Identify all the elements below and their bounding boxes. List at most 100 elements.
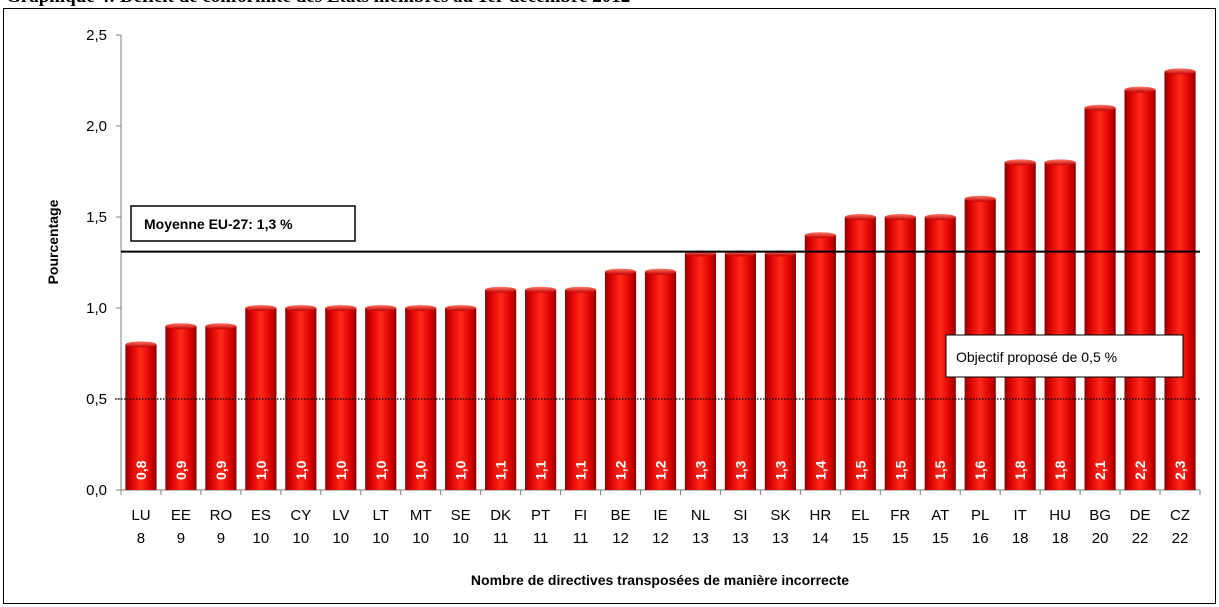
bar-cap bbox=[804, 232, 836, 239]
y-tick-label: 0,0 bbox=[86, 482, 107, 499]
x-tick-label: RO bbox=[210, 507, 233, 524]
bar-si bbox=[724, 253, 757, 490]
x-tick-label: AT bbox=[931, 507, 949, 524]
x-tick-label: HR bbox=[810, 507, 832, 524]
chart-bars bbox=[125, 68, 1196, 491]
bar-cap bbox=[205, 323, 237, 330]
x-count-label: 13 bbox=[732, 530, 749, 547]
x-tick-label: FR bbox=[890, 507, 910, 524]
bar-pt bbox=[525, 289, 557, 490]
x-count-label: 11 bbox=[573, 530, 589, 547]
data-label: 1,2 bbox=[613, 460, 629, 480]
y-tick-label: 1,0 bbox=[86, 300, 107, 317]
bar-cap bbox=[964, 195, 996, 202]
bar-de bbox=[1124, 89, 1156, 490]
target-annotation-box bbox=[945, 334, 1184, 378]
data-label: 1,6 bbox=[972, 460, 988, 480]
bar-cap bbox=[365, 305, 397, 311]
data-label: 1,0 bbox=[253, 460, 269, 480]
bar-cap bbox=[165, 323, 197, 330]
x-tick-label: LT bbox=[373, 507, 389, 524]
bar-cap bbox=[285, 305, 317, 311]
x-count-label: 15 bbox=[892, 530, 909, 547]
average-annotation: Moyenne EU-27: 1,3 % bbox=[144, 216, 293, 232]
x-count-label: 16 bbox=[972, 530, 989, 547]
bar-cap bbox=[644, 268, 677, 275]
y-tick-label: 2,0 bbox=[86, 118, 107, 135]
x-count-label: 9 bbox=[177, 530, 185, 547]
x-tick-label: IT bbox=[1013, 507, 1026, 524]
bar-nl bbox=[684, 253, 717, 490]
bar-cap bbox=[245, 305, 277, 311]
chart-labels: 0,8 LU 8 0,9 EE 9 0,9 RO 9 1,0 ES 10 1,0 CY 10 1,0 LV 10 1… bbox=[45, 199, 1190, 588]
data-label: 1,3 bbox=[692, 460, 708, 480]
x-axis-title: Nombre de directives transposées de mani… bbox=[471, 572, 849, 588]
bar-cap bbox=[844, 214, 876, 220]
bar-fr bbox=[884, 217, 916, 490]
x-count-label: 15 bbox=[932, 530, 949, 547]
x-count-label: 12 bbox=[652, 530, 669, 547]
chart-title: Graphique 4: Déficit de conformité des É… bbox=[0, 0, 1219, 8]
x-tick-label: DE bbox=[1130, 507, 1151, 524]
bar-dk bbox=[485, 289, 517, 490]
x-count-label: 13 bbox=[772, 530, 789, 547]
x-count-label: 12 bbox=[612, 530, 629, 547]
page-title: Graphique 4: Déficit de conformité des É… bbox=[0, 0, 1219, 8]
data-label: 1,5 bbox=[892, 460, 908, 480]
bar-cap bbox=[1164, 68, 1196, 75]
data-label: 1,3 bbox=[772, 460, 788, 480]
x-count-label: 11 bbox=[533, 530, 549, 547]
y-tick-label: 0,5 bbox=[86, 391, 107, 408]
data-label: 1,1 bbox=[573, 460, 589, 480]
target-annotation: Objectif proposé de 0,5 % bbox=[956, 349, 1117, 365]
data-label: 1,5 bbox=[852, 460, 868, 480]
x-count-label: 15 bbox=[852, 530, 869, 547]
data-label: 1,0 bbox=[293, 460, 309, 480]
data-label: 0,9 bbox=[213, 460, 229, 480]
data-label: 1,8 bbox=[1012, 460, 1028, 480]
bar-cap bbox=[564, 286, 597, 293]
x-tick-label: LV bbox=[332, 507, 349, 524]
average-annotation-box bbox=[130, 205, 356, 242]
x-tick-label: NL bbox=[691, 507, 710, 524]
x-tick-label: PT bbox=[531, 507, 550, 524]
bar-cap bbox=[1004, 159, 1036, 166]
bar-sk bbox=[764, 253, 796, 490]
x-count-label: 22 bbox=[1132, 530, 1149, 547]
x-tick-label: ES bbox=[251, 507, 271, 524]
x-count-label: 9 bbox=[217, 530, 225, 547]
bar-ie bbox=[644, 271, 677, 490]
bar-cap bbox=[924, 214, 956, 220]
reference-lines: Moyenne EU-27: 1,3 % Objectif proposé de … bbox=[115, 205, 1200, 400]
bar-lu bbox=[125, 344, 157, 490]
bar-ro bbox=[205, 326, 237, 490]
x-count-label: 18 bbox=[1052, 530, 1069, 547]
bar-hr bbox=[804, 235, 836, 490]
x-tick-label: BG bbox=[1089, 507, 1111, 524]
x-tick-label: CY bbox=[290, 507, 311, 524]
bar-cap bbox=[1084, 104, 1116, 111]
x-tick-label: SI bbox=[733, 507, 747, 524]
x-tick-label: EL bbox=[851, 507, 869, 524]
bar-fi bbox=[564, 289, 597, 490]
data-label: 2,3 bbox=[1172, 460, 1188, 480]
x-tick-label: IE bbox=[653, 507, 667, 524]
x-tick-label: MT bbox=[410, 507, 432, 524]
bar-hu bbox=[1044, 162, 1076, 490]
x-count-label: 11 bbox=[493, 530, 509, 547]
x-count-label: 14 bbox=[812, 530, 829, 547]
bar-el bbox=[844, 217, 876, 490]
x-tick-label: FI bbox=[574, 507, 587, 524]
data-label: 1,4 bbox=[812, 460, 828, 480]
bar-it bbox=[1004, 162, 1036, 490]
x-tick-label: SE bbox=[451, 507, 471, 524]
x-tick-label: PL bbox=[971, 507, 989, 524]
y-tick-label: 2,5 bbox=[86, 27, 107, 44]
bar-cap bbox=[1124, 86, 1156, 93]
x-count-label: 18 bbox=[1012, 530, 1029, 547]
x-count-label: 10 bbox=[412, 530, 429, 547]
bar-be bbox=[604, 271, 637, 490]
data-label: 1,2 bbox=[653, 460, 669, 480]
data-label: 2,2 bbox=[1132, 460, 1148, 480]
